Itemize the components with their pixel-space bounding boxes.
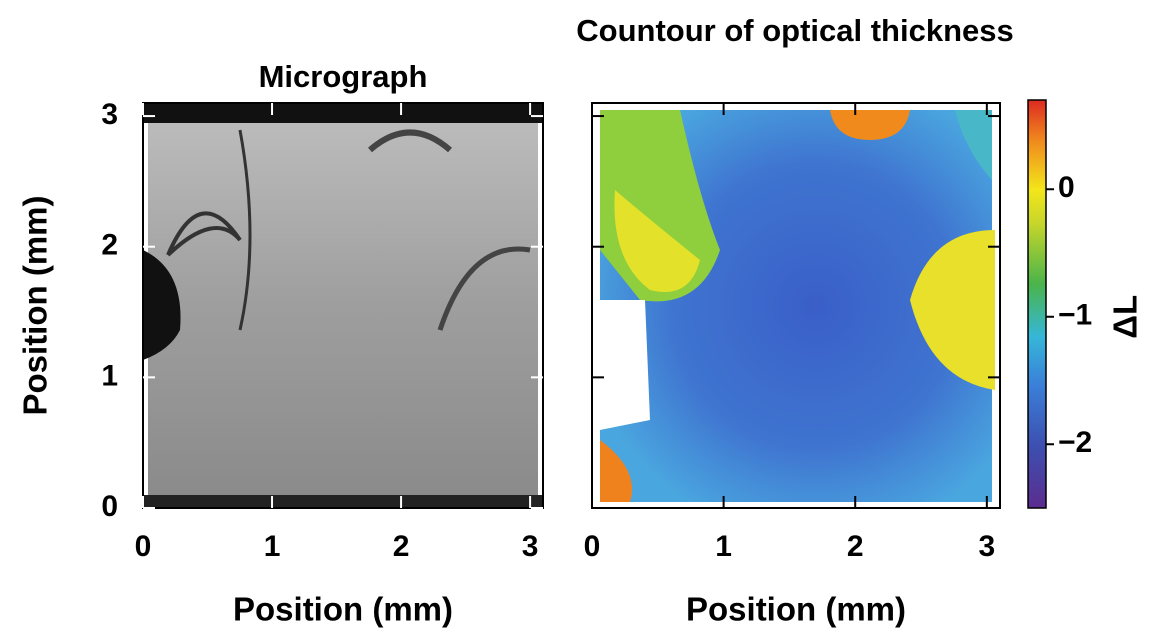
micrograph-image — [143, 103, 543, 508]
x-axis-label: Position (mm) — [233, 591, 453, 628]
x-tick-label: 3 — [978, 530, 995, 563]
x-tick-label: 3 — [522, 530, 539, 563]
x-tick-label: 1 — [264, 530, 281, 563]
colorbar-tick-label: −1 — [1058, 299, 1092, 332]
y-axis-label: Position (mm) — [17, 196, 54, 416]
x-tick-label: 2 — [393, 530, 410, 563]
x-tick-label: 0 — [584, 530, 601, 563]
x-axis-label: Position (mm) — [686, 591, 906, 628]
colorbar-tick-label: −2 — [1058, 426, 1092, 459]
contour-image — [600, 110, 995, 502]
chart-title: Countour of optical thickness — [570, 14, 1020, 48]
chart-title: Micrograph — [143, 60, 543, 94]
y-tick-label: 3 — [101, 98, 118, 131]
figure: 0 1 2 3 0 1 2 3 Position (mm) Position (mm) 0 1 2 3 Po… — [0, 0, 1156, 637]
colorbar-label: ΔL — [1107, 295, 1144, 339]
y-tick-label: 0 — [101, 490, 118, 523]
y-tick-label: 1 — [101, 359, 118, 392]
x-tick-label: 2 — [847, 530, 864, 563]
chart: 0 1 2 3 0 1 2 3 Position (mm) Position (mm) 0 1 2 3 Po… — [0, 0, 1156, 637]
x-tick-label: 1 — [715, 530, 732, 563]
y-tick-label: 2 — [101, 229, 118, 262]
colorbar-tick-label: 0 — [1058, 171, 1075, 204]
colorbar — [1028, 100, 1046, 508]
x-tick-label: 0 — [135, 530, 152, 563]
